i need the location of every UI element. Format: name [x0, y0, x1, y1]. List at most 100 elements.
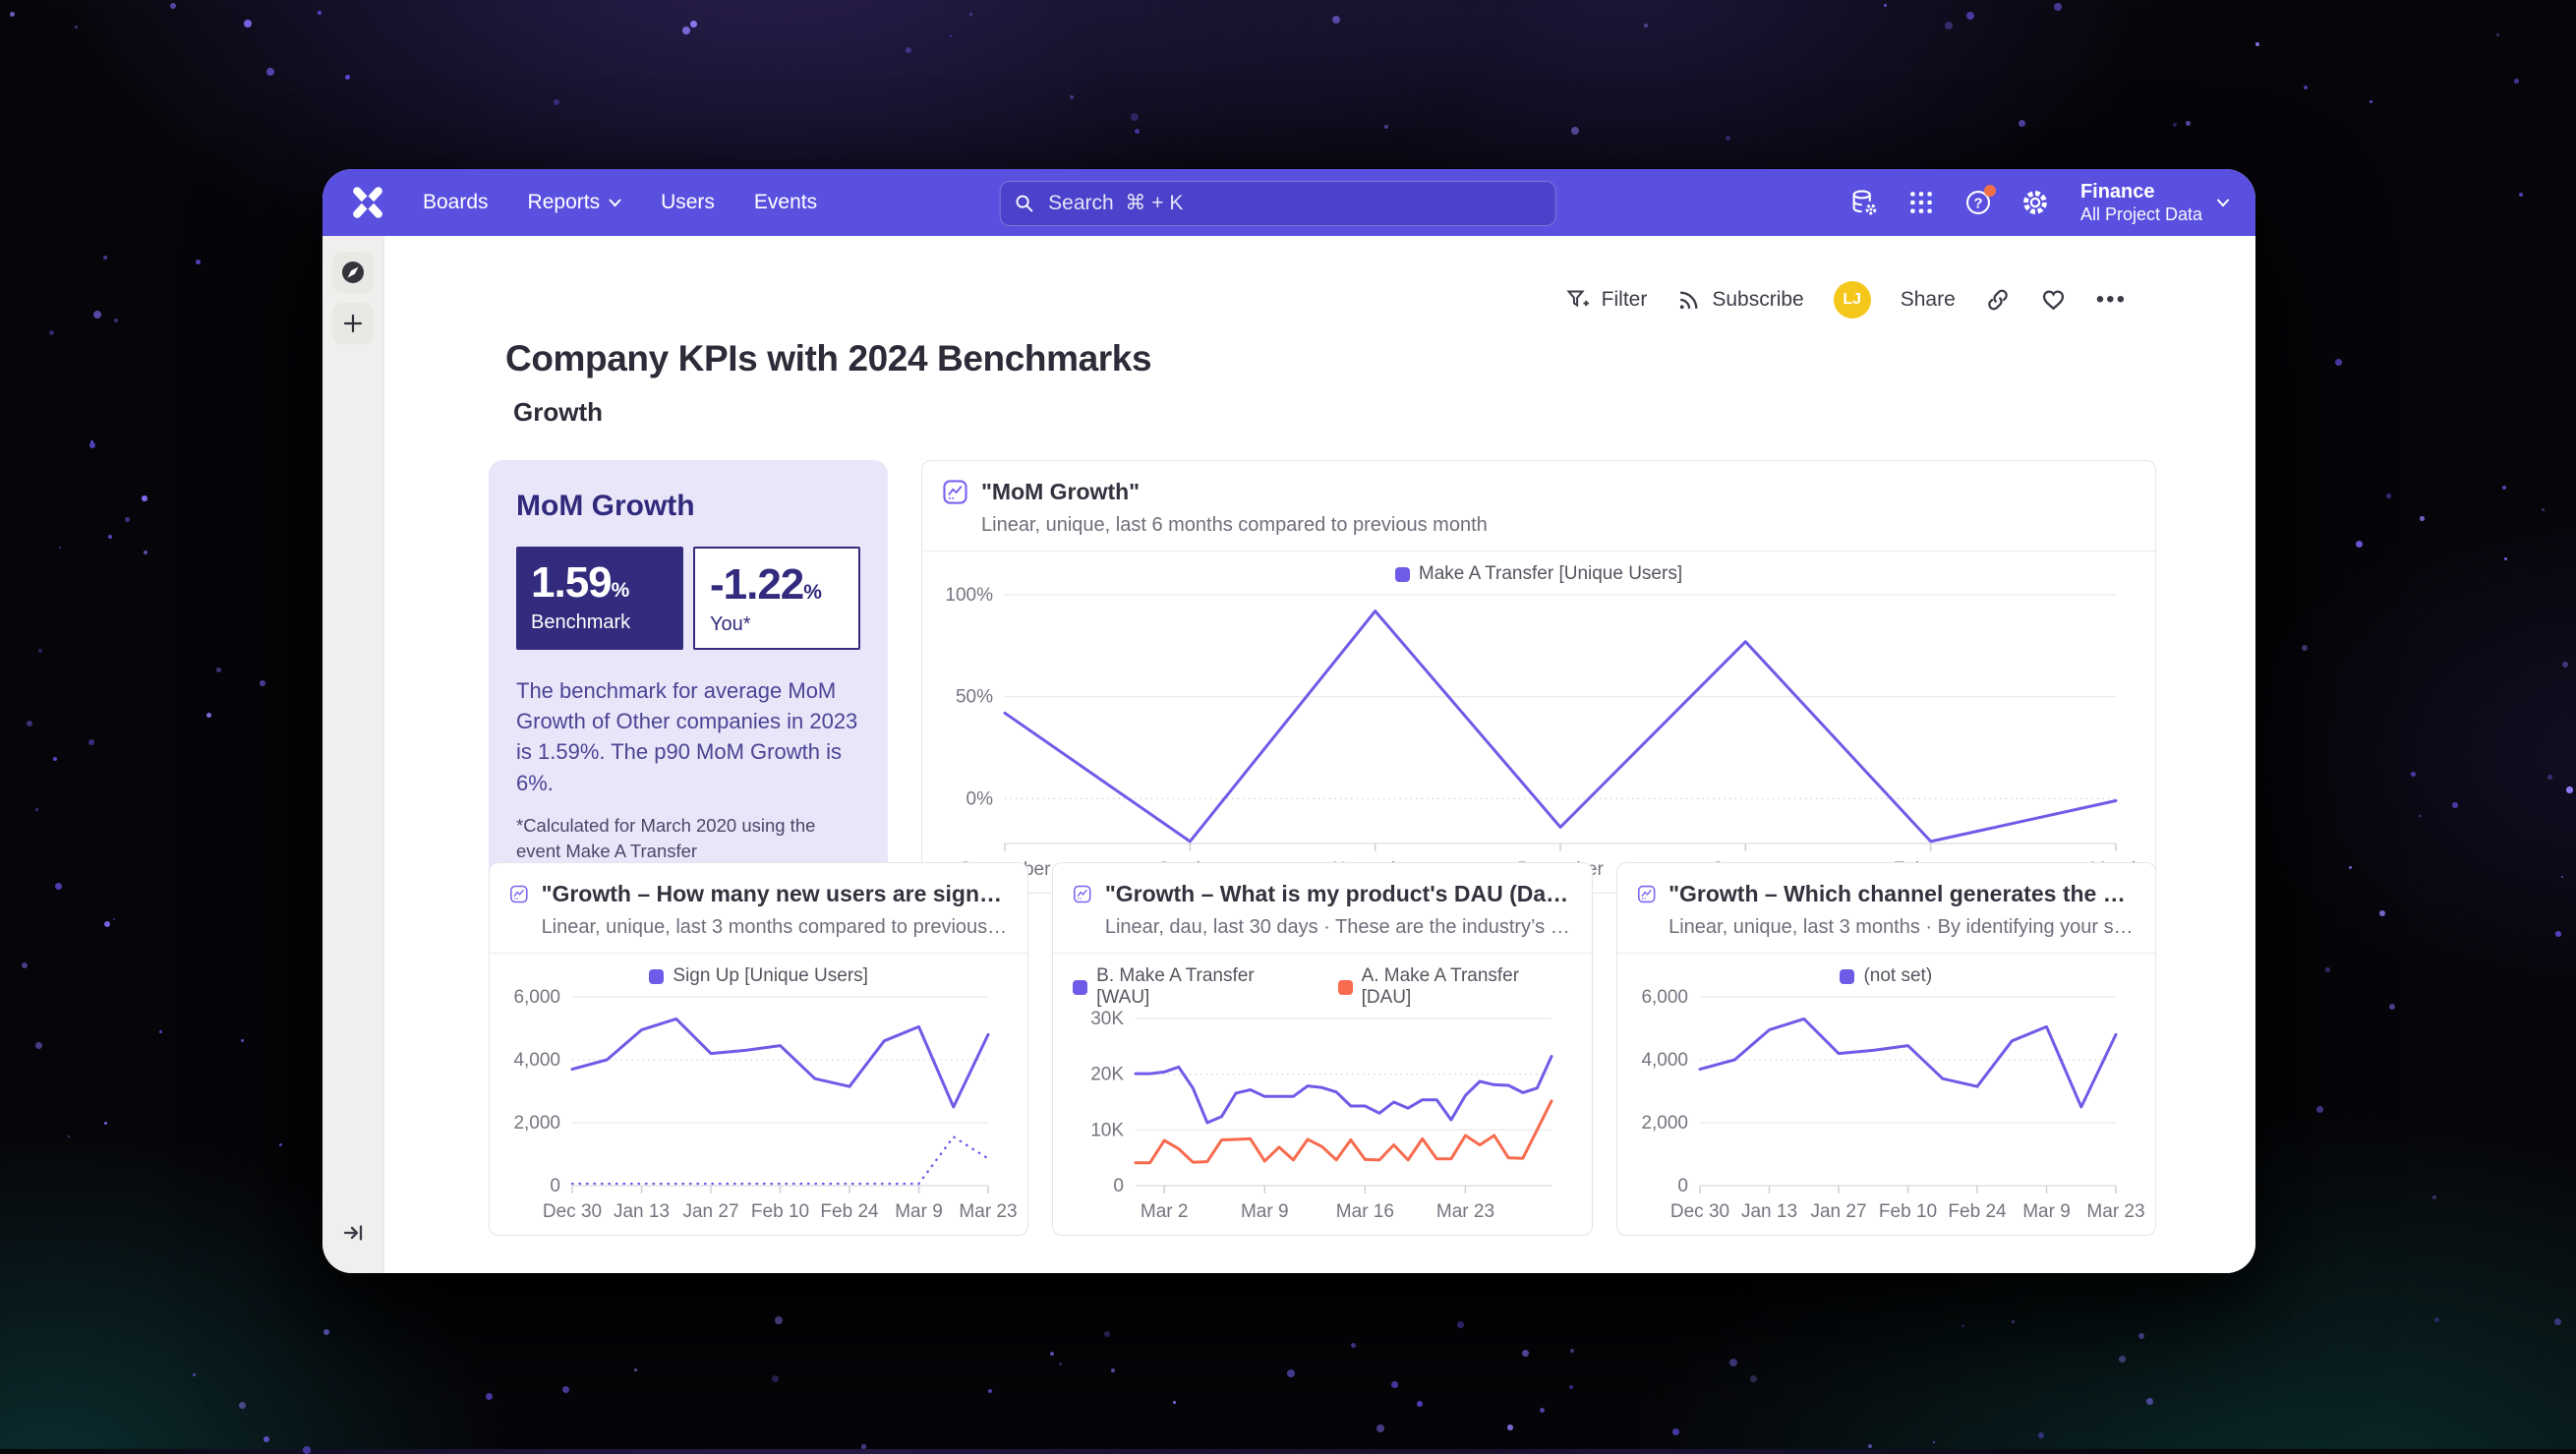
data-management-icon[interactable]	[1848, 187, 1880, 218]
svg-text:6,000: 6,000	[513, 987, 560, 1008]
svg-text:Mar 23: Mar 23	[1436, 1201, 1494, 1222]
filter-funnel-icon	[1566, 290, 1589, 308]
chart-legend: (not set)	[1637, 965, 2136, 987]
benchmark-footnote: *Calculated for March 2020 using the eve…	[516, 814, 816, 861]
line-chart[interactable]: 0 2,000 4,000 6,000 Dec 30 Jan 13 Jan 27 Feb 10…	[1637, 987, 2144, 1225]
report-title[interactable]: "Growth – Which channel generates the mo…	[1669, 881, 2136, 906]
report-subtitle: Linear, unique, last 3 months compared t…	[541, 916, 1009, 938]
svg-text:Feb 10: Feb 10	[751, 1201, 809, 1222]
insights-report-icon	[1074, 885, 1091, 903]
settings-gear-icon[interactable]	[2020, 187, 2051, 218]
copy-link-button[interactable]	[1985, 287, 2011, 313]
report-title[interactable]: "MoM Growth"	[981, 479, 1141, 504]
board-compass-button[interactable]	[332, 252, 374, 293]
svg-text:50%: 50%	[956, 687, 993, 708]
chart-card-header: "Growth – Which channel generates the mo…	[1637, 881, 2136, 939]
chart-card-channels: "Growth – Which channel generates the mo…	[1615, 862, 2156, 1236]
project-switcher[interactable]: Finance All Project Data	[2080, 180, 2230, 225]
chart-card-header: "MoM Growth" Linear, unique, last 6 mont…	[942, 479, 2136, 537]
notification-dot	[1983, 185, 1996, 197]
favorite-button[interactable]	[2040, 287, 2067, 314]
project-name: Finance	[2079, 181, 2155, 203]
svg-text:0: 0	[1677, 1176, 1688, 1196]
insights-report-icon	[943, 480, 967, 504]
svg-text:Mar 9: Mar 9	[1241, 1201, 1289, 1222]
legend-item[interactable]: Sign Up [Unique Users]	[649, 965, 868, 987]
legend-swatch	[1073, 979, 1088, 995]
heart-icon	[2042, 289, 2064, 310]
svg-text:Mar 23: Mar 23	[2086, 1201, 2144, 1222]
line-chart[interactable]: 0 2,000 4,000 6,000 Dec 30 Jan 13 Jan 27 Feb 10…	[509, 987, 1017, 1225]
svg-text:Jan 27: Jan 27	[682, 1201, 738, 1222]
nav-item-label: Events	[753, 191, 818, 213]
plus-icon	[343, 314, 363, 333]
cards-row-2: "Growth – How many new users are signing…	[489, 862, 2156, 1236]
insights-report-icon	[1637, 885, 1656, 903]
svg-text:6,000: 6,000	[1641, 987, 1688, 1008]
chart-card-mom-growth: "MoM Growth" Linear, unique, last 6 mont…	[921, 460, 2156, 894]
add-board-button[interactable]	[332, 303, 374, 344]
nav-item-boards[interactable]: Boards	[423, 191, 489, 214]
mixpanel-logo-icon[interactable]	[348, 183, 387, 222]
expand-sidebar-button[interactable]	[332, 1212, 374, 1253]
svg-text:Mar 9: Mar 9	[2022, 1201, 2071, 1222]
svg-text:Mar 9: Mar 9	[895, 1201, 943, 1222]
nav-item-events[interactable]: Events	[754, 191, 817, 214]
you-value: -1.22%	[709, 560, 822, 609]
chart-card-dau: "Growth – What is my product's DAU (Dail…	[1052, 862, 1593, 1236]
svg-text:Feb 24: Feb 24	[820, 1201, 879, 1222]
page-title[interactable]: Company KPIs with 2024 Benchmarks	[505, 338, 1152, 378]
mom-growth-benchmark-card[interactable]: MoM Growth 1.59% Benchmark -1.22% You* T…	[489, 460, 888, 894]
search-input[interactable]	[1046, 191, 1542, 216]
report-title[interactable]: "Growth – What is my product's DAU (Dail…	[1104, 881, 1572, 906]
nav-item-label: Users	[661, 191, 715, 213]
legend-item[interactable]: Make A Transfer [Unique Users]	[1394, 563, 1682, 585]
more-options-button[interactable]: •••	[2095, 286, 2127, 313]
line-chart[interactable]: 0 10K 20K 30K Mar 2 Mar 9 Mar 16 Mar 23	[1073, 1009, 1571, 1225]
benchmark-value: 1.59%	[531, 558, 629, 607]
svg-text:0: 0	[1114, 1176, 1125, 1196]
nav-item-reports[interactable]: Reports	[528, 191, 622, 214]
subscribe-label: Subscribe	[1712, 288, 1804, 311]
svg-text:Feb 10: Feb 10	[1879, 1201, 1937, 1222]
filter-label: Filter	[1601, 288, 1648, 311]
you-label: You*	[709, 613, 751, 635]
subscribe-button[interactable]: Subscribe	[1676, 288, 1804, 313]
line-chart[interactable]: 0%50%100%SeptemberOctoberNovemberDecembe…	[942, 585, 2141, 883]
link-icon	[1987, 289, 2008, 311]
board-content: Filter Subscribe LJ Share ••• Company KP…	[384, 236, 2255, 1273]
search-icon	[1016, 195, 1033, 212]
legend-swatch	[649, 968, 665, 984]
chevron-down-icon	[2217, 199, 2229, 206]
benchmark-stats: 1.59% Benchmark -1.22% You*	[516, 547, 860, 650]
section-title[interactable]: Growth	[513, 397, 603, 427]
share-button[interactable]: Share	[1901, 288, 1956, 312]
svg-text:Jan 27: Jan 27	[1810, 1201, 1866, 1222]
svg-text:0%: 0%	[966, 788, 994, 809]
filter-button[interactable]: Filter	[1565, 287, 1648, 313]
help-icon[interactable]: ?	[1962, 185, 1996, 218]
rss-icon	[1680, 291, 1698, 309]
chart-legend: Make A Transfer [Unique Users]	[942, 563, 2136, 585]
mom-card-title: MoM Growth	[516, 490, 695, 522]
svg-text:20K: 20K	[1091, 1065, 1125, 1085]
project-subtitle: All Project Data	[2079, 204, 2202, 224]
chart-legend: Sign Up [Unique Users]	[509, 965, 1008, 987]
chart-legend: B. Make A Transfer [WAU] A. Make A Transf…	[1073, 965, 1571, 1009]
benchmark-label: Benchmark	[531, 611, 631, 633]
legend-item[interactable]: B. Make A Transfer [WAU]	[1073, 965, 1310, 1009]
avatar[interactable]: LJ	[1833, 281, 1871, 319]
nav-item-users[interactable]: Users	[661, 191, 715, 214]
top-nav: Boards Reports Users Events	[322, 169, 2255, 236]
search-bar[interactable]	[999, 181, 1556, 226]
legend-item[interactable]: A. Make A Transfer [DAU]	[1337, 965, 1572, 1009]
svg-text:Mar 2: Mar 2	[1141, 1201, 1189, 1222]
report-title[interactable]: "Growth – How many new users are signing…	[541, 881, 1009, 906]
divider	[922, 551, 2155, 552]
legend-item[interactable]: (not set)	[1840, 965, 1932, 987]
apps-grid-icon[interactable]	[1905, 187, 1937, 218]
svg-text:Dec 30: Dec 30	[1670, 1201, 1729, 1222]
legend-swatch	[1337, 979, 1353, 995]
divider	[1053, 953, 1592, 954]
svg-text:Dec 30: Dec 30	[543, 1201, 602, 1222]
